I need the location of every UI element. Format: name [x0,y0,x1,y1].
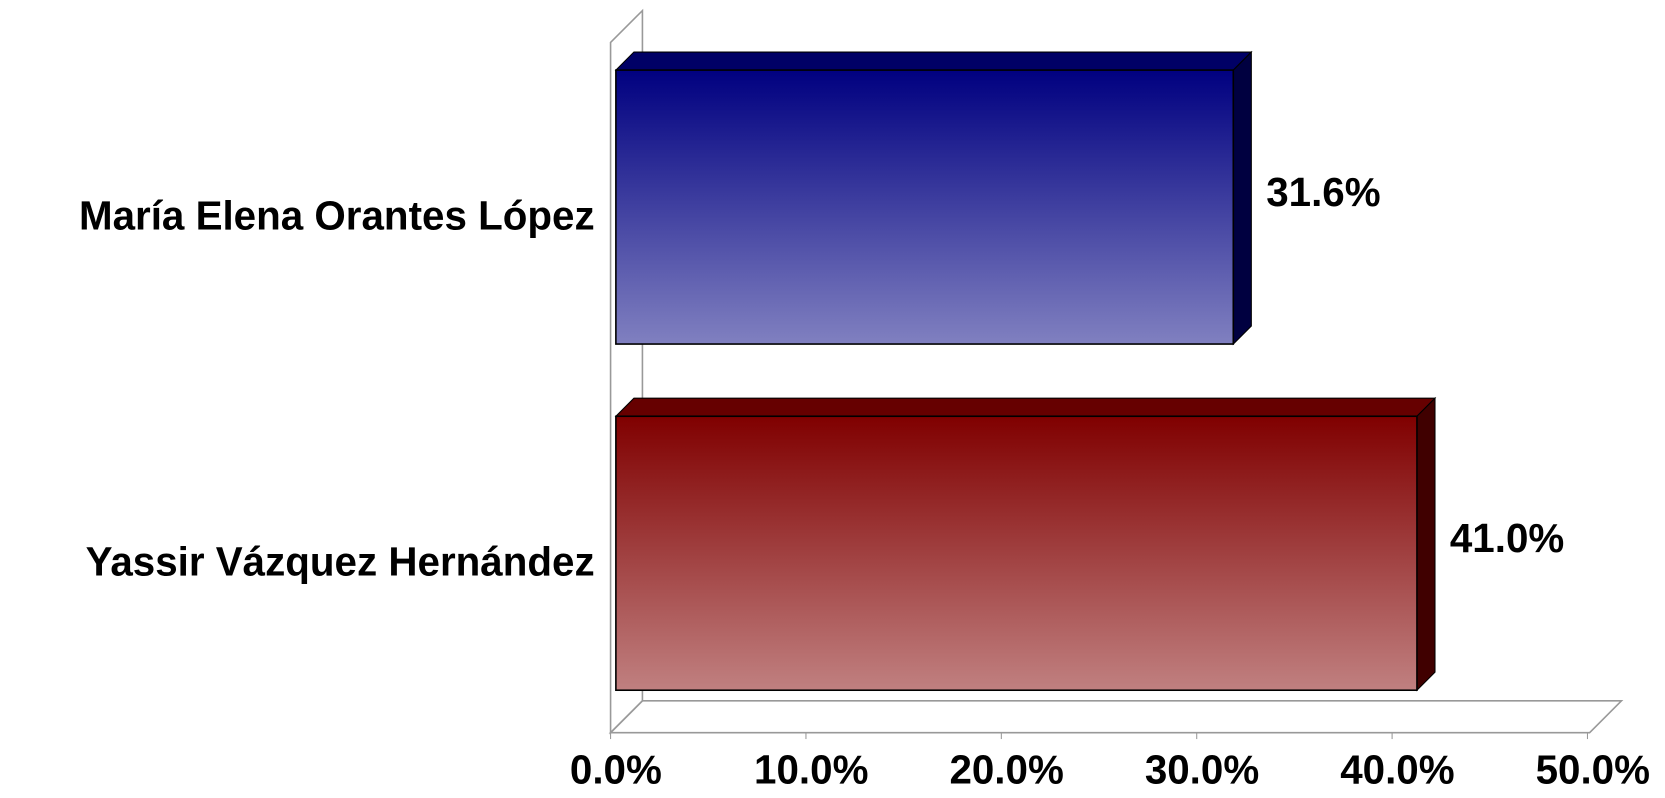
bar-side [1232,50,1252,346]
x-tick-label: 30.0% [1145,747,1259,793]
value-label: 41.0% [1450,515,1564,561]
value-label: 31.6% [1266,169,1380,215]
bar-top [614,51,1253,71]
x-tick-label: 20.0% [949,747,1063,793]
bar-top [614,397,1437,417]
x-tick-label: 0.0% [570,747,662,793]
y-tick-label: María Elena Orantes López [79,192,595,238]
bar [615,415,1418,692]
floor [608,700,1624,734]
y-tick-label: Yassir Vázquez Hernández [86,539,595,585]
x-tick-label: 10.0% [754,747,868,793]
bar [615,69,1235,345]
bar-side [1416,396,1436,692]
walls [608,8,1624,735]
x-tick-label: 40.0% [1340,747,1454,793]
x-tick-label: 50.0% [1536,747,1650,793]
